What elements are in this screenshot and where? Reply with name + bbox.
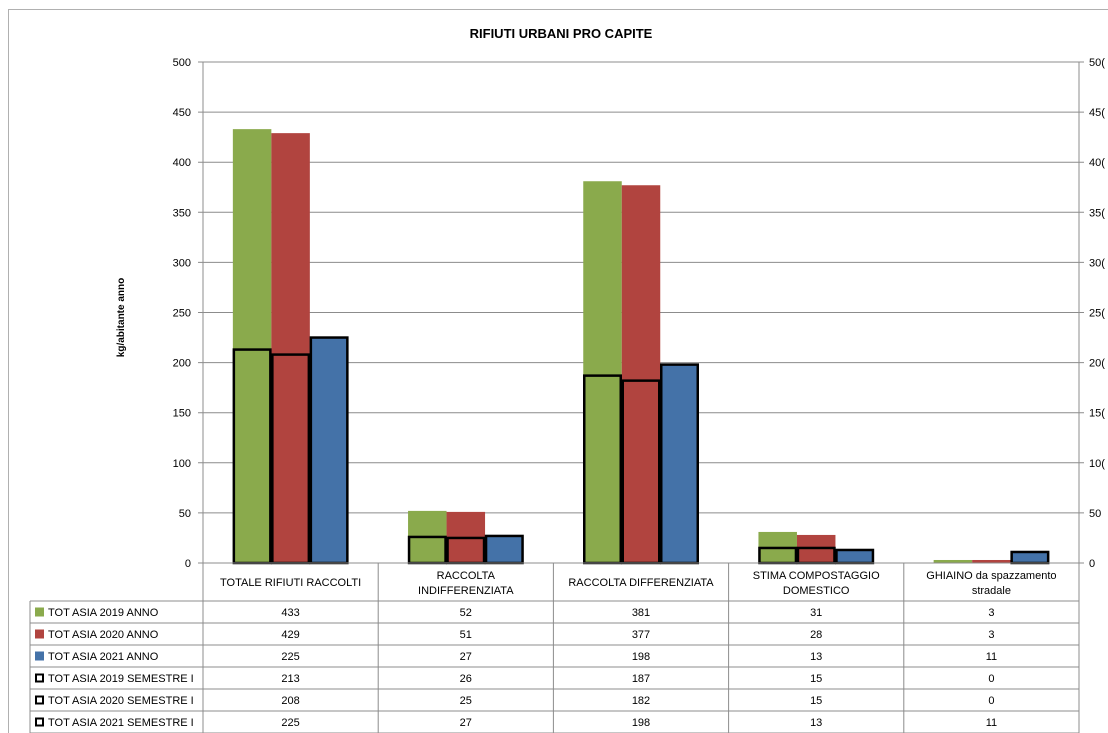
table-value: 27 (460, 717, 472, 729)
table-value: 52 (460, 607, 472, 619)
y-tick-label: 300 (173, 257, 191, 269)
table-value: 198 (632, 717, 650, 729)
y-tick-label: 50 (179, 508, 191, 520)
legend-label: TOT ASIA 2021 ANNO (48, 651, 159, 663)
y-axis-label: kg/abitante anno (116, 278, 127, 357)
legend-key (35, 629, 44, 639)
bar-tot-asia-2021-anno (1010, 551, 1050, 563)
table-value: 25 (460, 695, 472, 707)
table-value: 26 (460, 673, 472, 685)
legend-label: TOT ASIA 2020 SEMESTRE I (48, 695, 194, 707)
table-value: 27 (460, 651, 472, 663)
bar-tot-asia-2021-anno (309, 337, 349, 563)
legend-key (35, 651, 44, 661)
table-value: 3 (988, 607, 994, 619)
table-value: 31 (810, 607, 822, 619)
category-label: DOMESTICO (783, 585, 850, 597)
table-value: 208 (281, 695, 299, 707)
y2-tick-label: 50 (1089, 508, 1101, 520)
bar-tot-asia-2019-anno (232, 129, 272, 563)
bar-tot-asia-2021-anno (835, 549, 874, 563)
y-tick-label: 100 (173, 458, 191, 470)
y2-tick-label: 35( (1089, 207, 1105, 219)
y2-tick-label: 0 (1089, 558, 1095, 570)
table-value: 51 (460, 629, 472, 641)
data-table: TOTALE RIFIUTI RACCOLTI RACCOLTA INDIFFERE… (29, 562, 1080, 733)
table-value: 0 (988, 695, 994, 707)
chart-frame (8, 9, 1108, 733)
bar-tot-asia-2020-anno (972, 559, 1011, 563)
legend-key (35, 607, 44, 617)
y2-tick-label: 25( (1089, 308, 1105, 320)
category-label: GHIAINO da spazzamento (926, 570, 1056, 582)
y2-tick-label: 10( (1089, 458, 1105, 470)
legend-label: TOT ASIA 2020 ANNO (48, 629, 159, 641)
bar-tot-asia-2021-anno (485, 535, 524, 563)
legend-key (35, 717, 44, 727)
table-value: 13 (810, 717, 822, 729)
legend-key (35, 695, 44, 705)
legend-label: TOT ASIA 2019 ANNO (48, 607, 159, 619)
table-value: 11 (986, 651, 997, 663)
y2-tick-label: 40( (1089, 157, 1105, 169)
table-value: 187 (632, 673, 650, 685)
table-value: 28 (810, 629, 822, 641)
table-value: 198 (632, 651, 650, 663)
legend-key (35, 673, 44, 683)
bar-tot-asia-2019-anno (933, 559, 973, 563)
y-tick-label: 0 (185, 558, 191, 570)
category-label: TOTALE RIFIUTI RACCOLTI (220, 577, 361, 589)
chart-title: RIFIUTI URBANI PRO CAPITE (470, 26, 653, 41)
category-label: RACCOLTA DIFFERENZIATA (568, 577, 714, 589)
category-label: stradale (972, 585, 1011, 597)
table-value: 225 (281, 717, 299, 729)
table-value: 11 (986, 717, 997, 729)
table-value: 381 (632, 607, 650, 619)
table-value: 213 (281, 673, 299, 685)
bar-tot-asia-2019-anno (583, 181, 622, 563)
table-value: 377 (632, 629, 650, 641)
y2-tick-label: 50( (1089, 57, 1105, 69)
y-tick-label: 150 (173, 408, 191, 420)
table-value: 182 (632, 695, 650, 707)
bar-tot-asia-2020-anno (271, 133, 310, 563)
bar-tot-asia-2020-anno (621, 185, 661, 563)
table-value: 3 (988, 629, 994, 641)
legend-label: TOT ASIA 2019 SEMESTRE I (48, 673, 194, 685)
y2-tick-label: 20( (1089, 358, 1105, 370)
y2-tick-label: 45( (1089, 107, 1105, 119)
legend-label: TOT ASIA 2021 SEMESTRE I (48, 717, 194, 729)
category-label: STIMA COMPOSTAGGIO (753, 570, 880, 582)
y2-tick-label: 15( (1089, 408, 1105, 420)
bar-tot-asia-2021-anno (660, 364, 699, 563)
category-label: RACCOLTA (437, 570, 496, 582)
y-axis-ticks: 0 50 100 150 200 250 300 350 400 450 500 (173, 57, 191, 570)
table-value: 15 (810, 695, 822, 707)
y-tick-label: 400 (173, 157, 191, 169)
bars (232, 129, 1050, 565)
category-label: INDIFFERENZIATA (418, 585, 514, 597)
y-tick-label: 350 (173, 207, 191, 219)
table-value: 13 (810, 651, 822, 663)
table-value: 433 (281, 607, 299, 619)
y-tick-label: 200 (173, 358, 191, 370)
y-tick-label: 250 (173, 308, 191, 320)
table-value: 15 (810, 673, 822, 685)
table-value: 0 (988, 673, 994, 685)
y-tick-label: 450 (173, 107, 191, 119)
table-value: 225 (281, 651, 299, 663)
y-tick-label: 500 (173, 57, 191, 69)
secondary-y-axis-ticks: 0 50 10( 15( 20( 25( 30( 35( 40( 45( 50( (1089, 57, 1105, 570)
table-value: 429 (281, 629, 299, 641)
y2-tick-label: 30( (1089, 257, 1105, 269)
